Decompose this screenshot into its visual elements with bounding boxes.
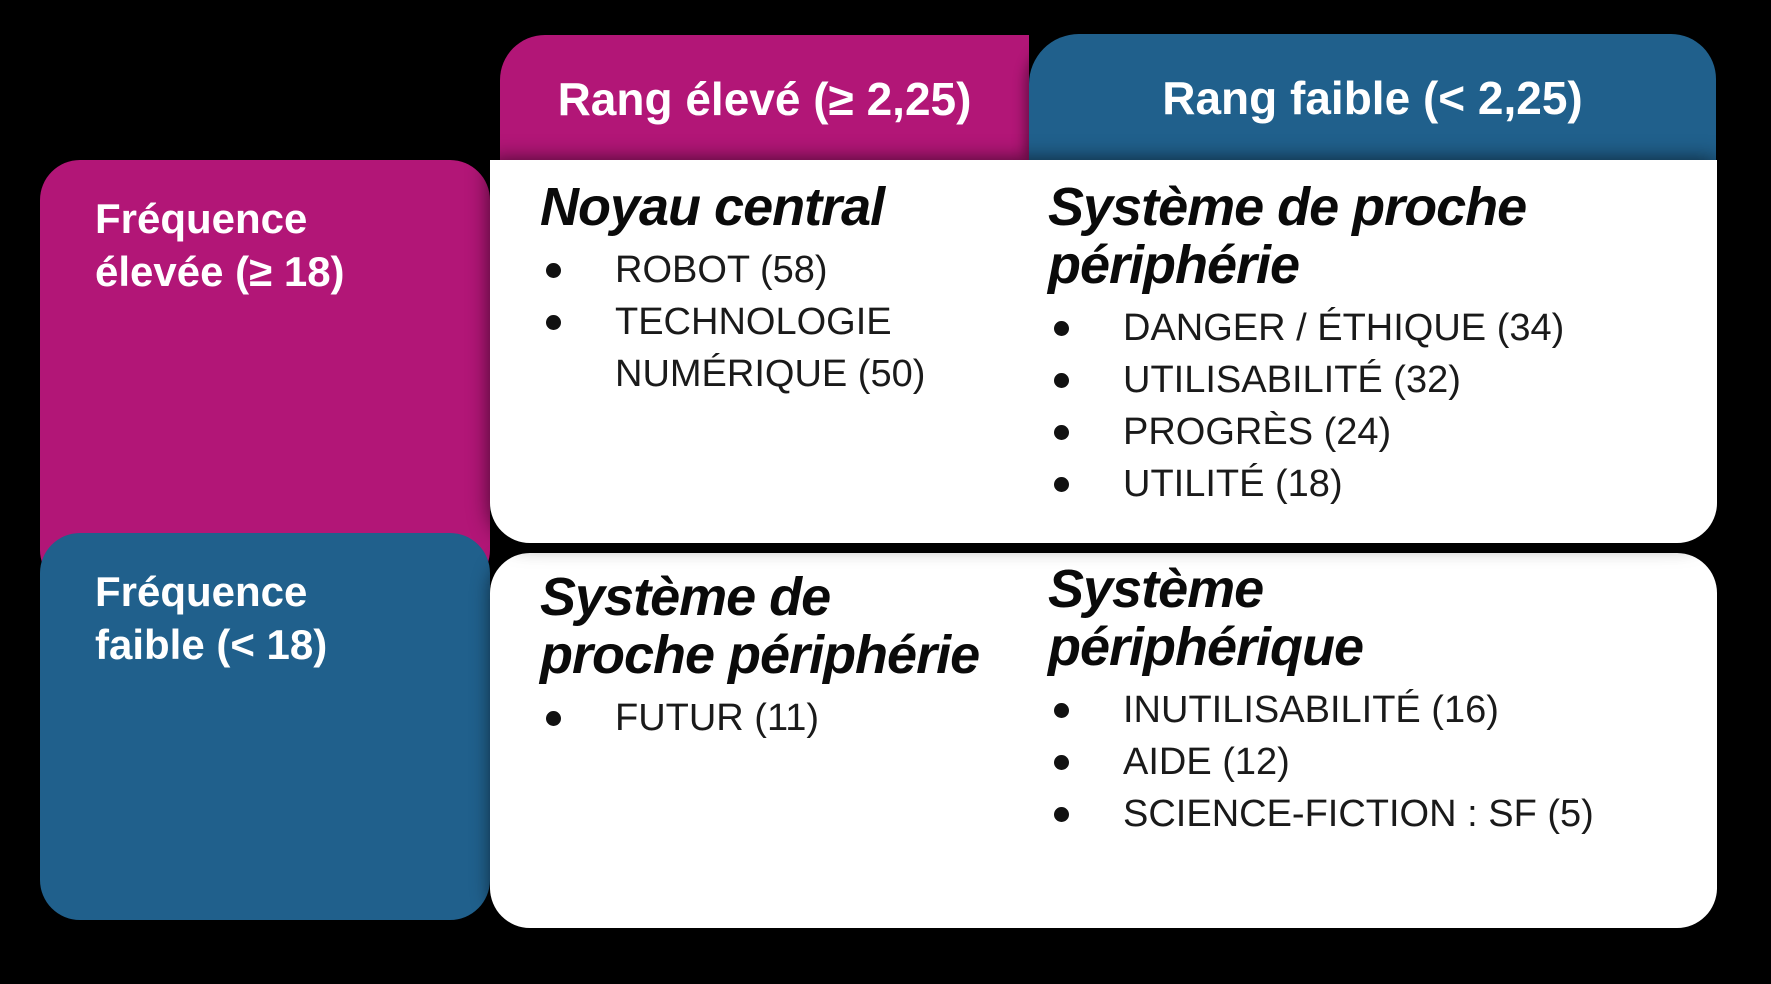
- list-item: FUTUR (11): [540, 692, 1020, 744]
- row-header-frequence-faible: Fréquence faible (< 18): [40, 533, 490, 920]
- quadrant-noyau-central-list: ROBOT (58) TECHNOLOGIE NUMÉRIQUE (50): [540, 244, 1010, 400]
- column-header-rang-faible: Rang faible (< 2,25): [1029, 34, 1716, 162]
- list-item: DANGER / ÉTHIQUE (34): [1048, 302, 1658, 354]
- title-line: périphérique: [1048, 617, 1364, 677]
- list-item: ROBOT (58): [540, 244, 1010, 296]
- list-item: UTILITÉ (18): [1048, 458, 1658, 510]
- list-item: SCIENCE-FICTION : SF (5): [1048, 788, 1708, 840]
- row-header-frequence-elevee-line2: élevée (≥ 18): [95, 248, 345, 295]
- row-header-frequence-elevee: Fréquence élevée (≥ 18): [40, 160, 490, 590]
- quadrant-noyau-central-title: Noyau central: [540, 178, 1010, 236]
- title-line: proche périphérie: [540, 625, 980, 685]
- quadrant-systeme-peripherique: Système périphérique INUTILISABILITÉ (16…: [1048, 560, 1708, 840]
- quadrant-systeme-peripherique-list: INUTILISABILITÉ (16) AIDE (12) SCIENCE-F…: [1048, 684, 1708, 840]
- quadrant-proche-peripherie-bas-list: FUTUR (11): [540, 692, 1020, 744]
- list-item: TECHNOLOGIE NUMÉRIQUE (50): [540, 296, 1010, 400]
- title-line: Noyau central: [540, 177, 885, 237]
- quadrant-proche-peripherie-haut-title: Système de proche périphérie: [1048, 178, 1658, 294]
- list-item: INUTILISABILITÉ (16): [1048, 684, 1708, 736]
- column-header-rang-faible-label: Rang faible (< 2,25): [1162, 72, 1583, 124]
- title-line: Système de proche: [1048, 177, 1527, 237]
- list-item: PROGRÈS (24): [1048, 406, 1658, 458]
- row-header-frequence-faible-line2: faible (< 18): [95, 621, 328, 668]
- title-line: périphérie: [1048, 235, 1300, 295]
- content-panel-bottom-row: [490, 553, 1717, 928]
- quadrant-systeme-peripherique-title: Système périphérique: [1048, 560, 1708, 676]
- column-header-rang-eleve: Rang élevé (≥ 2,25): [500, 35, 1029, 162]
- title-line: Système: [1048, 559, 1264, 619]
- row-header-frequence-elevee-line1: Fréquence: [95, 195, 308, 242]
- list-item: AIDE (12): [1048, 736, 1708, 788]
- quadrant-proche-peripherie-haut-list: DANGER / ÉTHIQUE (34) UTILISABILITÉ (32)…: [1048, 302, 1658, 510]
- title-line: Système de: [540, 567, 831, 627]
- quadrant-proche-peripherie-bas-title: Système de proche périphérie: [540, 568, 1020, 684]
- row-header-frequence-faible-line1: Fréquence: [95, 568, 308, 615]
- quadrant-proche-peripherie-haut: Système de proche périphérie DANGER / ÉT…: [1048, 178, 1658, 510]
- quadrant-noyau-central: Noyau central ROBOT (58) TECHNOLOGIE NUM…: [540, 178, 1010, 400]
- column-header-rang-eleve-label: Rang élevé (≥ 2,25): [557, 72, 972, 125]
- list-item: UTILISABILITÉ (32): [1048, 354, 1658, 406]
- content-panel-top-row: [490, 160, 1717, 543]
- quadrant-proche-peripherie-bas: Système de proche périphérie FUTUR (11): [540, 568, 1020, 744]
